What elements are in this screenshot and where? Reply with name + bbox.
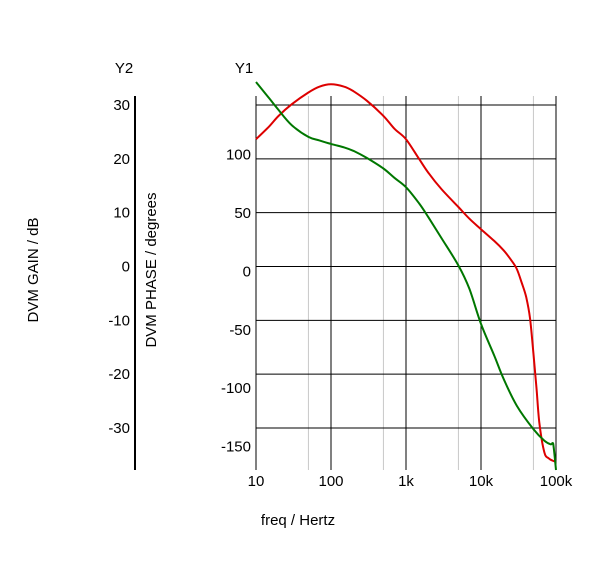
y1-tick-label: 0: [243, 263, 251, 280]
x-tick-label: 10: [248, 473, 265, 490]
y1-tick-label: -50: [229, 322, 251, 339]
x-tick-labels: 10 100 1k 10k 100k: [248, 473, 573, 490]
x-tick-label: 10k: [469, 473, 494, 490]
y2-tick-label: -30: [108, 420, 130, 437]
y2-tick-label: 30: [113, 97, 130, 114]
y1-tick-label: -150: [221, 439, 251, 456]
series-line-0: [255, 83, 557, 463]
series-lines: [255, 81, 557, 471]
x-tick-label: 1k: [398, 473, 414, 490]
x-tick-label: 100k: [540, 473, 573, 490]
y2-tick-label: 10: [113, 205, 130, 222]
y2-tick-label: -20: [108, 366, 130, 383]
y2-tick-label: 20: [113, 151, 130, 168]
x-axis-title: freq / Hertz: [261, 512, 335, 529]
series-line-1: [255, 81, 557, 471]
y1-tick-label: -100: [221, 380, 251, 397]
y2-axis-tag: Y2: [115, 60, 133, 77]
y1-tick-labels: -150 -100 -50 0 50 100: [221, 146, 251, 455]
y1-axis-title: DVM PHASE / degrees: [143, 192, 160, 347]
y1-axis-tag: Y1: [235, 60, 253, 77]
y2-axis-title: DVM GAIN / dB: [25, 217, 42, 322]
y2-tick-label: -10: [108, 312, 130, 329]
y1-tick-label: 100: [226, 146, 251, 163]
y1-tick-label: 50: [234, 205, 251, 222]
grid: [255, 96, 557, 470]
x-tick-label: 100: [318, 473, 343, 490]
y2-tick-label: 0: [122, 259, 130, 276]
y2-tick-labels: -30 -20 -10 0 10 20 30: [108, 97, 130, 437]
